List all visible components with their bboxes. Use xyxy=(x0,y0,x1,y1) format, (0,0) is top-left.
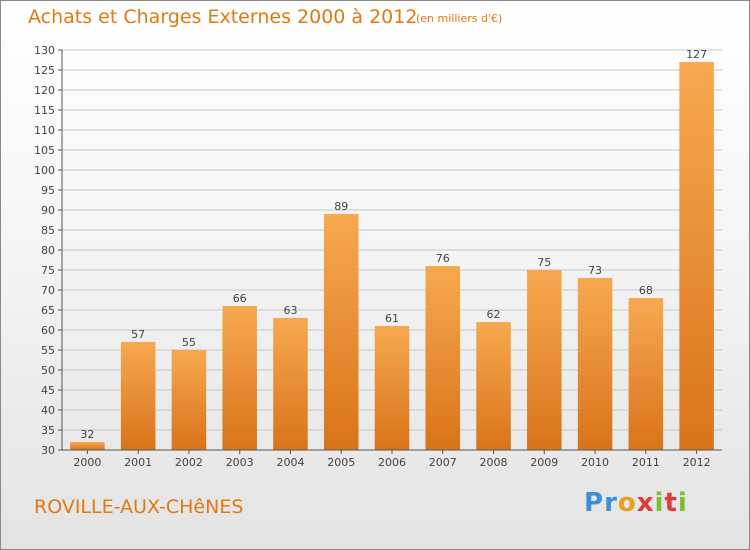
y-tick-label: 110 xyxy=(34,124,55,137)
chart-subtitle: (en milliers d'€) xyxy=(416,12,503,25)
bar-value-label: 66 xyxy=(233,292,247,305)
y-tick-label: 45 xyxy=(41,384,55,397)
logo-letter: i xyxy=(654,488,665,518)
y-tick-label: 115 xyxy=(34,104,55,117)
bars: 32 57 55 66 63 89 61 76 62 75 73 68 127 xyxy=(70,48,714,450)
chart-title: Achats et Charges Externes 2000 à 2012 xyxy=(28,6,418,28)
y-tick-label: 80 xyxy=(41,244,55,257)
bar-value-label: 32 xyxy=(80,428,94,441)
axes: 30 35 40 45 50 55 60 65 70 75 80 85 90 95 100 105 110 115… xyxy=(34,44,722,469)
bar-value-label: 73 xyxy=(588,264,602,277)
bar xyxy=(120,342,156,450)
y-tick-label: 60 xyxy=(41,324,55,337)
bar xyxy=(323,214,359,450)
x-tick-label: 2002 xyxy=(175,456,203,469)
logo-letter: i xyxy=(677,488,688,518)
bar xyxy=(577,278,613,450)
logo-letter: t xyxy=(664,488,678,518)
y-tick-label: 100 xyxy=(34,164,55,177)
bar-value-label: 63 xyxy=(283,304,297,317)
bar xyxy=(273,318,308,450)
x-tick-label: 2001 xyxy=(124,456,152,469)
bar xyxy=(425,266,461,450)
bar-value-label: 127 xyxy=(686,48,707,61)
bar-value-label: 57 xyxy=(131,328,145,341)
bar xyxy=(374,326,410,450)
bar-value-label: 55 xyxy=(182,336,196,349)
x-tick-label: 2009 xyxy=(530,456,558,469)
x-tick-label: 2004 xyxy=(276,456,304,469)
bar-value-label: 76 xyxy=(436,252,450,265)
x-tick-label: 2005 xyxy=(327,456,355,469)
y-tick-label: 55 xyxy=(41,344,55,357)
y-tick-label: 75 xyxy=(41,264,55,277)
logo-letter: o xyxy=(617,488,637,518)
y-tick-label: 70 xyxy=(41,284,55,297)
x-tick-label: 2007 xyxy=(429,456,457,469)
y-tick-label: 95 xyxy=(41,184,55,197)
y-tick-label: 125 xyxy=(34,64,55,77)
y-tick-label: 130 xyxy=(34,44,55,57)
bar xyxy=(679,62,714,450)
proxiti-logo: Proxiti xyxy=(584,488,688,518)
x-tick-label: 2010 xyxy=(581,456,609,469)
logo-letter: P xyxy=(584,488,605,518)
y-tick-label: 50 xyxy=(41,364,55,377)
logo-letter: x xyxy=(636,488,655,518)
y-tick-label: 105 xyxy=(34,144,55,157)
x-tick-label: 2006 xyxy=(378,456,406,469)
y-tick-label: 40 xyxy=(41,404,55,417)
bar-value-label: 61 xyxy=(385,312,399,325)
bar xyxy=(527,270,562,450)
logo-letter: r xyxy=(604,488,618,518)
bar-value-label: 89 xyxy=(334,200,348,213)
x-tick-label: 2008 xyxy=(480,456,508,469)
x-tick-label: 2012 xyxy=(683,456,711,469)
y-tick-label: 90 xyxy=(41,204,55,217)
y-tick-label: 30 xyxy=(41,444,55,457)
y-tick-label: 65 xyxy=(41,304,55,317)
commune-name: ROVILLE-AUX-CHêNES xyxy=(34,496,244,518)
bar-value-label: 68 xyxy=(639,284,653,297)
bar xyxy=(476,322,511,450)
bar-value-label: 75 xyxy=(537,256,551,269)
x-tick-label: 2000 xyxy=(73,456,101,469)
bar-value-label: 62 xyxy=(487,308,501,321)
bar xyxy=(70,442,105,450)
y-tick-label: 85 xyxy=(41,224,55,237)
bar xyxy=(628,298,664,450)
x-tick-label: 2003 xyxy=(226,456,254,469)
x-tick-label: 2011 xyxy=(632,456,660,469)
bar xyxy=(171,350,207,450)
y-tick-label: 35 xyxy=(41,424,55,437)
bar xyxy=(222,306,257,450)
y-tick-label: 120 xyxy=(34,84,55,97)
